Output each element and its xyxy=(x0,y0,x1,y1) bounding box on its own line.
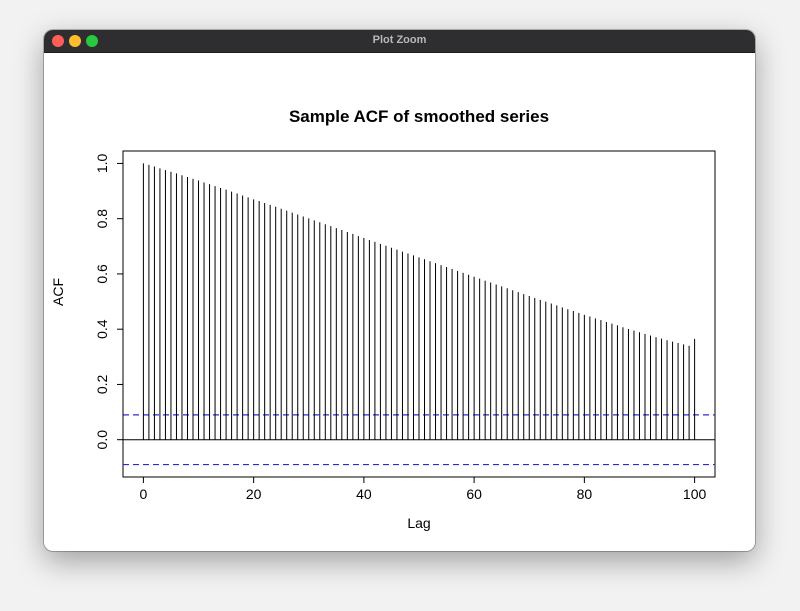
y-axis-label: ACF xyxy=(50,278,66,306)
x-axis-label: Lag xyxy=(407,515,430,531)
plot-zoom-window: Plot Zoom Sample ACF of smoothed series … xyxy=(44,30,755,551)
y-tick-label-0: 0.0 xyxy=(94,430,110,450)
chart-marks: 0 20 40 60 80 100 0.0 0.2 0.4 0.6 0.8 1.0 xyxy=(94,150,716,502)
y-tick-label-0-6: 0.6 xyxy=(94,264,110,284)
maximize-window-button[interactable] xyxy=(86,35,98,47)
plot-area: Sample ACF of smoothed series Lag ACF 0 2… xyxy=(44,53,755,551)
chart-title: Sample ACF of smoothed series xyxy=(289,107,549,126)
x-tick-label-100: 100 xyxy=(683,486,707,502)
y-tick-label-0-8: 0.8 xyxy=(94,209,110,229)
acf-chart: Sample ACF of smoothed series Lag ACF 0 2… xyxy=(50,107,716,531)
x-tick-label-20: 20 xyxy=(246,486,262,502)
y-tick-label-0-2: 0.2 xyxy=(94,375,110,395)
x-tick-label-60: 60 xyxy=(466,486,482,502)
x-tick-label-40: 40 xyxy=(356,486,372,502)
minimize-window-button[interactable] xyxy=(69,35,81,47)
close-window-button[interactable] xyxy=(52,35,64,47)
title-bar[interactable]: Plot Zoom xyxy=(44,30,755,53)
x-tick-label-0: 0 xyxy=(139,486,147,502)
y-tick-label-0-4: 0.4 xyxy=(94,319,110,339)
x-tick-label-80: 80 xyxy=(577,486,593,502)
y-tick-label-1: 1.0 xyxy=(94,153,110,173)
window-title: Plot Zoom xyxy=(372,34,427,46)
